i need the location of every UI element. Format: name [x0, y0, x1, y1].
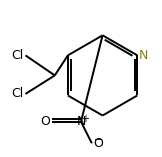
- Text: −: −: [94, 135, 102, 146]
- Text: Cl: Cl: [11, 87, 24, 100]
- Text: N: N: [139, 49, 149, 62]
- Text: N: N: [76, 115, 86, 128]
- Text: O: O: [94, 137, 104, 150]
- Text: Cl: Cl: [11, 49, 24, 62]
- Text: +: +: [81, 114, 89, 124]
- Text: O: O: [40, 115, 50, 128]
